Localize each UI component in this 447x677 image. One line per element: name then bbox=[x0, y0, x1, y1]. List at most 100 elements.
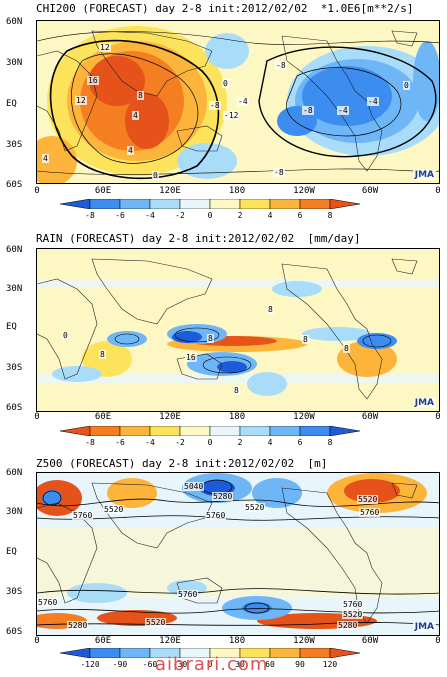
colorbar-swatch bbox=[179, 426, 211, 436]
lon-label: 0 bbox=[34, 186, 40, 196]
lat-label: 30S bbox=[6, 363, 23, 373]
lat-label: 30S bbox=[6, 587, 23, 597]
contour-label: 12 bbox=[99, 43, 111, 52]
contour-label: 4 bbox=[42, 154, 49, 163]
colorbar-swatch bbox=[149, 426, 181, 436]
colorbar-swatch bbox=[209, 199, 241, 209]
contour-label: 8 bbox=[343, 344, 350, 353]
colorbar-swatch bbox=[89, 199, 121, 209]
colorbar-swatch bbox=[299, 648, 331, 658]
lon-label: 60E bbox=[94, 412, 112, 422]
colorbar-swatches bbox=[60, 648, 360, 658]
lat-label: 60N bbox=[6, 245, 23, 255]
lat-label: EQ bbox=[6, 322, 17, 332]
contour-label: -8 bbox=[302, 106, 314, 115]
colorbar-tick: 4 bbox=[267, 211, 273, 220]
contour-label: -12 bbox=[223, 111, 240, 120]
contour-label: 5760 bbox=[37, 598, 59, 607]
colorbar-swatch bbox=[329, 648, 360, 658]
lon-label: 120E bbox=[159, 636, 181, 646]
contour-label: 0 bbox=[403, 81, 410, 90]
lat-label: 30N bbox=[6, 284, 23, 294]
panel-title: RAIN (FORECAST) day 2-8 init:2012/02/02 … bbox=[36, 232, 361, 245]
contour-label: 5760 bbox=[177, 590, 199, 599]
lon-label: 120W bbox=[293, 412, 315, 422]
chi200-map: 12 16 12 8 4 4 4 0 0 -8 -4 -12 -8 -8 -4 … bbox=[36, 20, 440, 184]
contour-label: 5520 bbox=[357, 495, 379, 504]
lat-label: 30N bbox=[6, 58, 23, 68]
contour-label: 5520 bbox=[103, 505, 125, 514]
colorbar-tick: 0 bbox=[207, 438, 213, 447]
colorbar-tick: 90 bbox=[295, 660, 305, 669]
colorbar-swatch bbox=[89, 426, 121, 436]
lon-label: 60E bbox=[94, 186, 112, 196]
lat-label: 60N bbox=[6, 468, 23, 478]
lon-label: 180 bbox=[228, 412, 246, 422]
lat-label: EQ bbox=[6, 99, 17, 109]
contour-label: -4 bbox=[337, 106, 349, 115]
colorbar-swatch bbox=[179, 199, 211, 209]
contour-label: 5520 bbox=[145, 618, 167, 627]
colorbar-swatch bbox=[299, 426, 331, 436]
contour-label: 0 bbox=[62, 331, 69, 340]
colorbar-tick: -30 bbox=[172, 660, 188, 669]
lon-label: 60E bbox=[94, 636, 112, 646]
colorbar-swatches bbox=[60, 199, 360, 209]
contour-label: 0 bbox=[222, 79, 229, 88]
rain-map: 8 0 8 16 8 8 8 8 JMA bbox=[36, 248, 440, 412]
colorbar-tick: -60 bbox=[142, 660, 158, 669]
contour-label: 8 bbox=[233, 386, 240, 395]
panel-title: Z500 (FORECAST) day 2-8 init:2012/02/02 … bbox=[36, 457, 328, 470]
colorbar-tick: 8 bbox=[327, 211, 333, 220]
colorbar-swatch bbox=[209, 426, 241, 436]
colorbar-swatch bbox=[60, 426, 91, 436]
colorbar-swatch bbox=[89, 648, 121, 658]
lon-label: 0 bbox=[435, 412, 441, 422]
lon-label: 60W bbox=[361, 186, 379, 196]
colorbar-tick: 60 bbox=[265, 660, 275, 669]
contour-label: -8 bbox=[275, 61, 287, 70]
lon-label: 120E bbox=[159, 186, 181, 196]
colorbar-tick: -120 bbox=[80, 660, 100, 669]
colorbar bbox=[60, 199, 360, 209]
lon-label: 60W bbox=[361, 412, 379, 422]
colorbar-tick: -4 bbox=[145, 438, 155, 447]
colorbar-swatch bbox=[119, 426, 151, 436]
contour-label: 4 bbox=[132, 111, 139, 120]
colorbar bbox=[60, 426, 360, 436]
colorbar-tick: -90 bbox=[112, 660, 128, 669]
colorbar-tick: -6 bbox=[115, 211, 125, 220]
contour-label: 5760 bbox=[359, 508, 381, 517]
z500-field bbox=[37, 473, 439, 635]
colorbar-tick: -8 bbox=[85, 211, 95, 220]
lat-label: 60S bbox=[6, 627, 23, 637]
contour-label: 5280 bbox=[337, 621, 359, 630]
colorbar-swatch bbox=[239, 426, 271, 436]
jma-logo: JMA bbox=[412, 622, 436, 632]
colorbar-swatches bbox=[60, 426, 360, 436]
colorbar-tick: 2 bbox=[237, 211, 243, 220]
contour-label: 5760 bbox=[205, 511, 227, 520]
lon-label: 60W bbox=[361, 636, 379, 646]
colorbar-tick: -4 bbox=[145, 211, 155, 220]
lat-label: 60S bbox=[6, 403, 23, 413]
colorbar-swatch bbox=[60, 199, 91, 209]
lat-label: 30N bbox=[6, 507, 23, 517]
colorbar-tick: 0 bbox=[207, 660, 213, 669]
colorbar-tick: -2 bbox=[175, 211, 185, 220]
lon-label: 120E bbox=[159, 412, 181, 422]
contour-label: 8 bbox=[267, 305, 274, 314]
colorbar-swatch bbox=[60, 648, 91, 658]
colorbar-tick: -6 bbox=[115, 438, 125, 447]
contour-label: 8 bbox=[137, 91, 144, 100]
contour-label: 4 bbox=[127, 146, 134, 155]
colorbar-tick: 4 bbox=[267, 438, 273, 447]
lon-label: 0 bbox=[435, 186, 441, 196]
watermark: aibrari.com bbox=[155, 654, 269, 675]
lon-label: 180 bbox=[228, 636, 246, 646]
lon-label: 180 bbox=[228, 186, 246, 196]
colorbar-swatch bbox=[269, 648, 301, 658]
lon-label: 120W bbox=[293, 186, 315, 196]
contour-label: 5520 bbox=[244, 503, 266, 512]
colorbar-tick: 2 bbox=[237, 438, 243, 447]
